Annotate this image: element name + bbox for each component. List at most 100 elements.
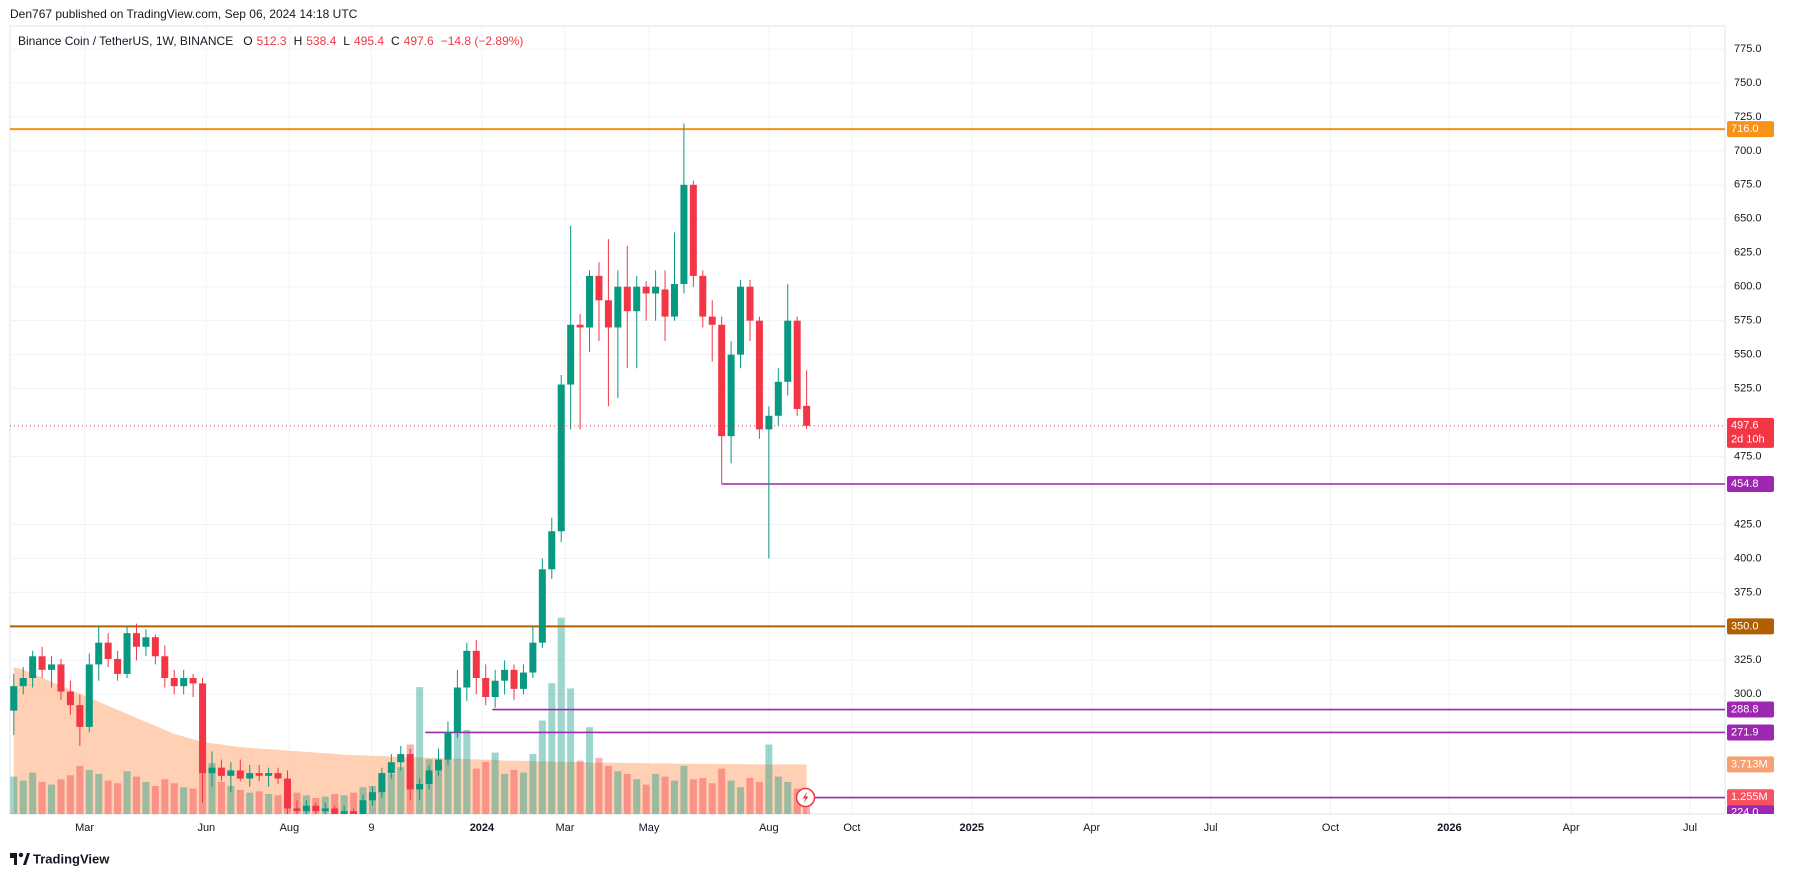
candle-body bbox=[340, 811, 348, 814]
candle-body bbox=[463, 650, 471, 688]
level-label-bg bbox=[1727, 804, 1774, 814]
volume-bar bbox=[746, 777, 754, 814]
candle-body bbox=[76, 705, 84, 727]
candle-body bbox=[312, 805, 320, 812]
volume-bar bbox=[246, 792, 254, 814]
volume-bar bbox=[265, 793, 273, 814]
candle-body bbox=[689, 184, 697, 276]
candle-body bbox=[142, 637, 150, 647]
x-tick-label: Aug bbox=[759, 822, 779, 834]
volume-bar bbox=[548, 683, 556, 814]
volume-bar bbox=[217, 781, 225, 814]
volume-ma-label-bg bbox=[1727, 756, 1774, 773]
volume-bar bbox=[784, 781, 792, 814]
volume-bar bbox=[350, 792, 358, 814]
candle-body bbox=[623, 286, 631, 312]
ohlc-value: 497.6 bbox=[403, 34, 434, 48]
candle-body bbox=[170, 678, 178, 687]
volume-bar bbox=[236, 789, 244, 814]
candle-body bbox=[161, 656, 169, 679]
level-label: 271.9 bbox=[1731, 726, 1759, 738]
ohlc-value: 538.4 bbox=[306, 34, 337, 48]
volume-bar bbox=[161, 779, 169, 814]
y-tick-label: 525.0 bbox=[1734, 383, 1762, 395]
candle-body bbox=[642, 286, 650, 294]
candle-body bbox=[595, 275, 603, 301]
ohlc-key: H bbox=[293, 34, 303, 48]
volume-bar bbox=[501, 773, 509, 814]
level-label-bg bbox=[1727, 724, 1774, 741]
y-tick-label: 700.0 bbox=[1734, 145, 1762, 157]
level-label-bg bbox=[1727, 701, 1774, 718]
symbol: Binance Coin / TetherUS, 1W, BINANCE bbox=[18, 34, 234, 48]
level-label: 454.8 bbox=[1731, 478, 1759, 490]
volume-bar bbox=[529, 753, 537, 814]
volume-bar bbox=[604, 765, 612, 814]
candle-body bbox=[123, 633, 131, 674]
candle-body bbox=[189, 678, 197, 684]
change: −14.8 (−2.89%) bbox=[440, 34, 524, 48]
y-tick-label: 775.0 bbox=[1734, 43, 1762, 55]
volume-bar bbox=[670, 780, 678, 814]
candle-body bbox=[708, 316, 716, 325]
volume-bar bbox=[19, 780, 27, 814]
volume-bar bbox=[680, 765, 688, 814]
candle-body bbox=[435, 759, 443, 771]
volume-bar bbox=[774, 776, 782, 814]
price-label-bg bbox=[1727, 417, 1774, 448]
candle-body bbox=[57, 664, 65, 692]
candle-body bbox=[199, 683, 207, 774]
volume-bar bbox=[340, 795, 348, 814]
candle-body bbox=[302, 805, 310, 812]
volume-bar bbox=[331, 793, 339, 814]
candle-body bbox=[633, 286, 641, 312]
volume-bar bbox=[387, 773, 395, 814]
candle-body bbox=[10, 686, 18, 711]
time-axis: Mar Jun Aug 9 2024 Mar May Aug Oct 2025 Apr Jul Oct 2… bbox=[75, 822, 1697, 834]
candle-body bbox=[227, 770, 235, 776]
candle-body bbox=[29, 656, 37, 679]
y-tick-label: 600.0 bbox=[1734, 281, 1762, 293]
y-tick-label: 375.0 bbox=[1734, 586, 1762, 598]
volume-bar bbox=[123, 771, 131, 814]
candle-body bbox=[576, 324, 584, 328]
volume-bar bbox=[586, 727, 594, 814]
candle-body bbox=[444, 732, 452, 760]
price-label: 497.6 bbox=[1731, 420, 1759, 432]
candle-body bbox=[378, 773, 386, 793]
x-tick-label: 2026 bbox=[1437, 822, 1461, 834]
candle-body bbox=[491, 680, 499, 698]
candle-body bbox=[567, 324, 575, 385]
y-tick-label: 725.0 bbox=[1734, 111, 1762, 123]
x-tick-label: Jul bbox=[1204, 822, 1218, 834]
plot-area bbox=[10, 123, 1725, 814]
candle-body bbox=[510, 669, 518, 689]
volume-bar bbox=[689, 779, 697, 814]
candle-body bbox=[737, 286, 745, 355]
candle-body bbox=[482, 678, 490, 698]
x-tick-label: 2025 bbox=[960, 822, 984, 834]
candle-body bbox=[368, 792, 376, 801]
x-tick-label: Oct bbox=[1322, 822, 1339, 834]
x-tick-label: Jul bbox=[1683, 822, 1697, 834]
x-tick-label: Apr bbox=[1083, 822, 1100, 834]
candle-body bbox=[95, 642, 103, 665]
y-tick-label: 550.0 bbox=[1734, 349, 1762, 361]
volume-bar bbox=[76, 765, 84, 814]
level-label-bg bbox=[1727, 618, 1774, 635]
candle-body bbox=[793, 320, 801, 409]
volume-bar bbox=[114, 783, 122, 814]
price-axis: 300.0 325.0 375.0 400.0 425.0 475.0 525.0 550.0… bbox=[1727, 43, 1774, 814]
volume-label-bg bbox=[1727, 789, 1774, 806]
candle-body bbox=[501, 669, 509, 681]
volume-bar bbox=[737, 787, 745, 814]
x-tick-label: Jun bbox=[197, 822, 215, 834]
candle-body bbox=[406, 754, 414, 790]
volume-bar bbox=[652, 773, 660, 814]
volume-bar bbox=[557, 617, 565, 814]
y-tick-label: 650.0 bbox=[1734, 213, 1762, 225]
candle-body bbox=[425, 770, 433, 784]
candle-body bbox=[151, 637, 159, 657]
ohlc-key: C bbox=[391, 34, 400, 48]
candle-body bbox=[604, 300, 612, 328]
